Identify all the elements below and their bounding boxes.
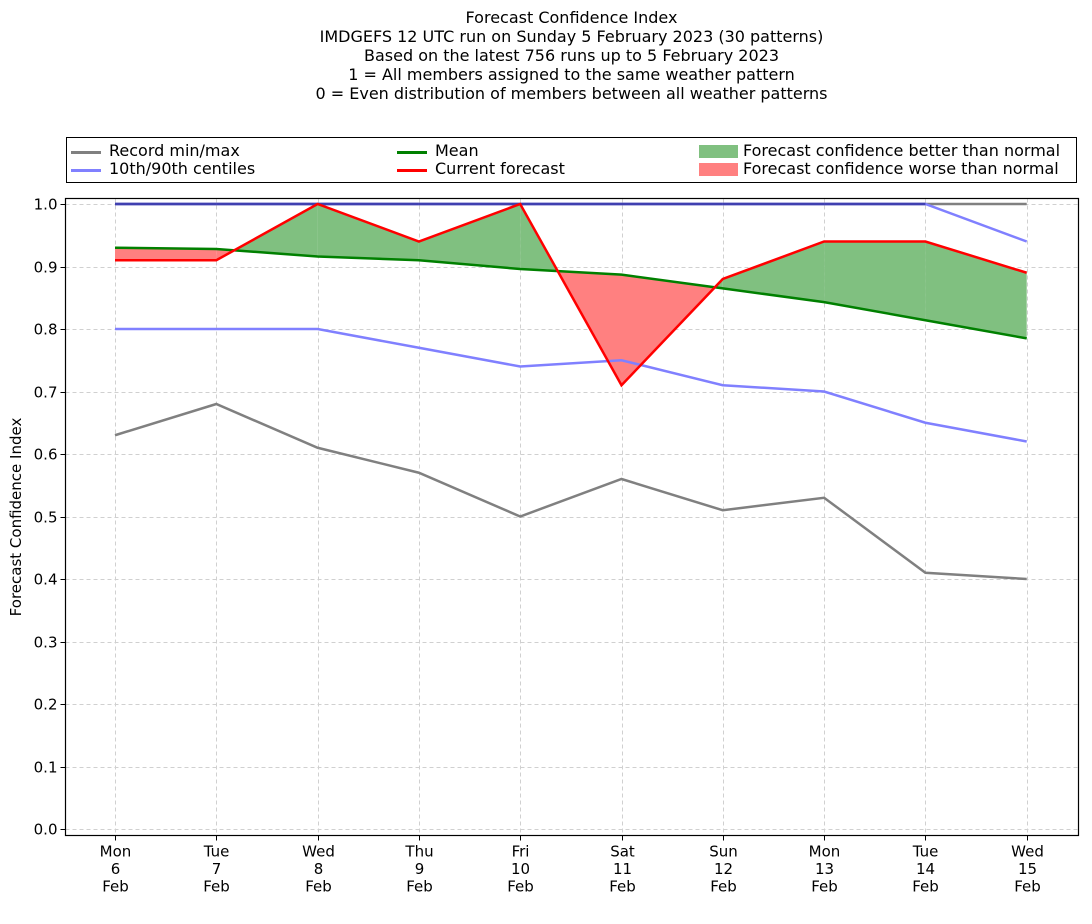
x-tick-label: Mon 13 Feb [809,843,841,896]
fill-better-than-normal [722,241,825,303]
title-line-1: Forecast Confidence Index [465,8,678,27]
fill-better-than-normal [317,204,419,261]
x-tick-label-line: Sat [610,843,635,861]
x-tick-label-line: Feb [1014,878,1041,896]
y-tick-label: 0.4 [34,571,58,589]
x-tick-label-line: Feb [710,878,737,896]
y-tick-label: 0.3 [34,634,58,652]
title-line-5: 0 = Even distribution of members between… [315,84,828,103]
legend-swatch-centiles [71,169,101,172]
fill-better-than-normal [418,204,521,269]
fill-better-than-normal [234,204,318,257]
x-tick-label-line: Feb [203,878,230,896]
x-tick-label: Wed 15 Feb [1011,843,1044,896]
record-min-line [114,402,1027,581]
x-tick-label-line: Wed [1011,843,1044,861]
legend-label-record: Record min/max [109,141,240,160]
x-tick-label-line: Feb [507,878,534,896]
y-tick-label: 0.7 [34,384,58,402]
legend: Record min/max 10th/90th centiles Mean C… [66,137,1077,183]
x-tick-label-line: 9 [415,860,425,878]
x-tick-label-line: 8 [314,860,324,878]
legend-label-better: Forecast confidence better than normal [743,141,1061,160]
y-axis: 0.0 0.1 0.2 0.3 0.4 0.5 0.6 0.7 0.8 0.9 1.0 [34,196,66,839]
title-line-4: 1 = All members assigned to the same wea… [348,65,795,84]
x-tick-label: Mon 6 Feb [100,843,132,896]
x-tick-label: Sat 11 Feb [609,843,636,896]
x-tick-label: Tue 14 Feb [912,843,939,896]
current-forecast-line [115,202,1028,388]
x-tick-label-line: 15 [1018,860,1037,878]
x-tick-label-line: Tue [203,843,230,861]
legend-label-centiles: 10th/90th centiles [109,159,256,178]
x-tick-label-line: Feb [609,878,636,896]
legend-swatch-worse [699,163,738,176]
y-axis-label: Forecast Confidence Index [7,418,25,617]
x-tick-label-line: Feb [102,878,129,896]
y-tick-label: 0.2 [34,696,58,714]
fill-worse-than-normal [621,274,715,386]
legend-swatch-record [71,151,101,154]
centile-90-line [115,202,1028,243]
x-tick-label-line: 6 [111,860,121,878]
x-tick-label-line: 12 [714,860,733,878]
x-tick-label: Sun 12 Feb [709,843,738,896]
x-tick-label-line: Feb [912,878,939,896]
x-tick-label: Tue 7 Feb [203,843,230,896]
y-tick-label: 0.6 [34,446,58,464]
x-tick-label: Fri 10 Feb [507,843,534,896]
x-tick-label-line: 11 [613,860,632,878]
y-tick-label: 0.5 [34,509,58,527]
y-tick-label: 1.0 [34,196,58,214]
x-tick-label-line: Mon [100,843,132,861]
title-line-2: IMDGEFS 12 UTC run on Sunday 5 February … [319,27,824,46]
legend-label-current: Current forecast [435,159,565,178]
x-tick-label-line: Wed [302,843,335,861]
fill-better-than-normal [824,241,926,321]
x-tick-label-line: Feb [305,878,332,896]
legend-swatch-mean [397,151,427,154]
legend-label-worse: Forecast confidence worse than normal [743,159,1059,178]
y-tick-label: 0.8 [34,321,58,339]
legend-label-mean: Mean [435,141,479,160]
series-lines [114,202,1028,581]
x-tick-label-line: 13 [815,860,834,878]
x-tick-label-line: 14 [916,860,935,878]
x-tick-label-line: Mon [809,843,841,861]
title-line-3: Based on the latest 756 runs up to 5 Feb… [363,46,780,65]
x-tick-label-line: Feb [811,878,838,896]
x-tick-label-line: Sun [709,843,738,861]
x-tick-label-line: Tue [912,843,939,861]
x-tick-label-line: Feb [406,878,433,896]
legend-swatch-better [699,145,738,158]
x-tick-label-line: Thu [404,843,433,861]
chart-title: Forecast Confidence Index IMDGEFS 12 UTC… [0,8,1092,103]
y-tick-label: 0.0 [34,821,58,839]
mean-line [114,246,1027,340]
y-tick-label: 0.9 [34,259,58,277]
fill-worse-than-normal [115,247,217,261]
x-tick-label-line: 7 [212,860,222,878]
legend-swatch-current [397,169,427,172]
y-tick-label: 0.1 [34,759,58,777]
x-tick-label: Wed 8 Feb [302,843,335,896]
x-tick-label-line: 10 [511,860,530,878]
centile-10-line [115,327,1027,443]
x-tick-label: Thu 9 Feb [404,843,433,896]
x-tick-label-line: Fri [512,843,530,861]
